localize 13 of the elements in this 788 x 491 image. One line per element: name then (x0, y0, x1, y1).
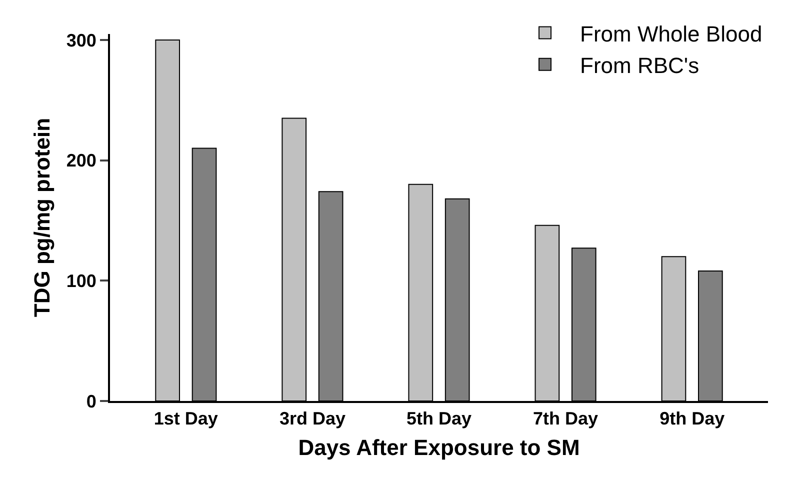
legend-label: From RBC's (580, 52, 700, 78)
x-axis-title: Days After Exposure to SM (298, 435, 580, 460)
x-tick-label: 1st Day (154, 408, 218, 429)
x-tick-label: 5th Day (406, 408, 472, 429)
x-tick-label: 3rd Day (279, 408, 346, 429)
y-tick-label: 200 (66, 150, 96, 171)
legend-label: From Whole Blood (580, 21, 762, 46)
x-tick-label: 9th Day (660, 408, 725, 429)
y-axis-title: TDG pg/mg protein (30, 118, 55, 318)
x-tick-label: 7th Day (533, 408, 598, 429)
y-tick-label: 300 (66, 30, 96, 50)
y-tick-label: 100 (66, 270, 96, 291)
y-tick-label: 0 (86, 391, 96, 412)
